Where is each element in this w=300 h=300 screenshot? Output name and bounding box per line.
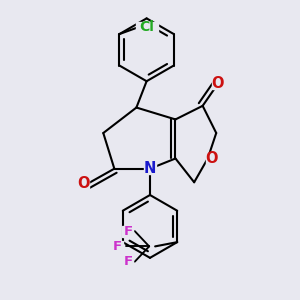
Text: F: F [113,240,122,253]
Bar [206,153,217,164]
Text: F: F [123,225,133,238]
Bar [112,241,123,252]
Bar [145,163,155,174]
Bar [78,178,89,190]
Bar [122,226,134,237]
Bar [212,78,224,89]
Text: O: O [212,76,224,91]
Text: Cl: Cl [139,20,154,34]
Text: O: O [77,176,90,191]
Text: N: N [144,161,156,176]
Text: F: F [123,255,133,268]
Text: O: O [205,151,217,166]
Bar [122,256,134,267]
Bar [136,22,158,33]
